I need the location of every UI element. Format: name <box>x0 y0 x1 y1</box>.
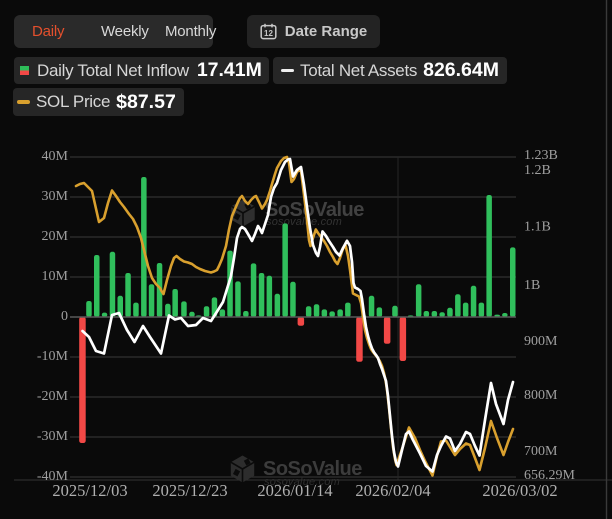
svg-text:1.2B: 1.2B <box>524 163 551 178</box>
svg-text:800M: 800M <box>524 388 558 403</box>
svg-text:2026/02/04: 2026/02/04 <box>355 481 430 500</box>
svg-text:40M: 40M <box>42 149 69 164</box>
svg-text:SoSoValue: SoSoValue <box>263 458 362 480</box>
svg-text:SoSoValue: SoSoValue <box>265 199 364 221</box>
svg-text:900M: 900M <box>524 334 558 349</box>
svg-text:656.29M: 656.29M <box>524 468 576 483</box>
svg-text:700M: 700M <box>524 444 558 459</box>
svg-text:1B: 1B <box>524 278 540 293</box>
svg-text:sosovalue.com: sosovalue.com <box>264 476 340 488</box>
svg-text:2026/01/14: 2026/01/14 <box>257 481 332 500</box>
svg-text:2025/12/23: 2025/12/23 <box>152 481 227 500</box>
svg-text:30M: 30M <box>42 189 69 204</box>
svg-text:-40M: -40M <box>37 469 69 484</box>
svg-text:1.1B: 1.1B <box>524 220 551 235</box>
svg-text:12: 12 <box>264 29 273 38</box>
svg-text:2025/12/03: 2025/12/03 <box>52 481 127 500</box>
svg-text:10M: 10M <box>42 269 69 284</box>
svg-text:-10M: -10M <box>37 349 69 364</box>
svg-text:-20M: -20M <box>37 389 69 404</box>
svg-text:0: 0 <box>61 309 68 324</box>
svg-text:-30M: -30M <box>37 429 69 444</box>
svg-text:2026/03/02: 2026/03/02 <box>482 481 557 500</box>
svg-text:1.23B: 1.23B <box>524 148 558 163</box>
svg-text:sosovalue.com: sosovalue.com <box>266 216 342 228</box>
svg-text:20M: 20M <box>42 229 69 244</box>
